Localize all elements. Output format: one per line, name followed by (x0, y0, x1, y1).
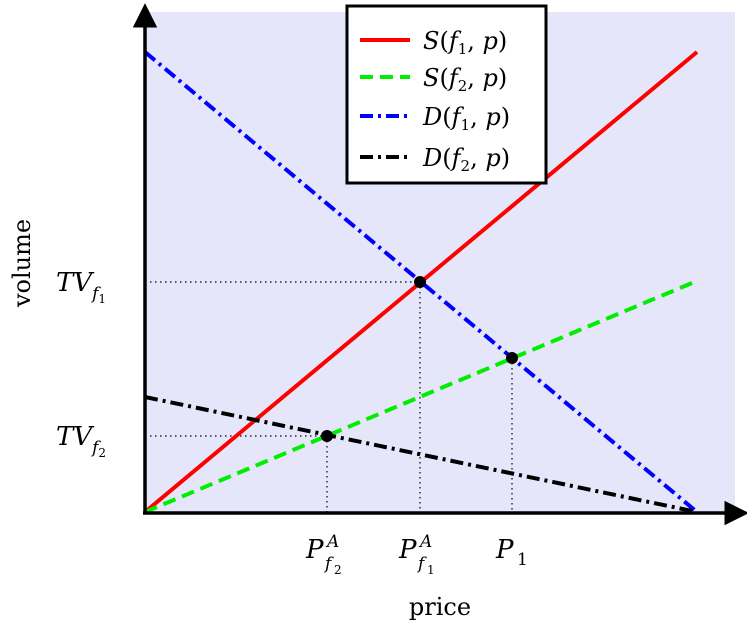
svg-text:1: 1 (427, 563, 435, 577)
x-tick-p1: P 1 (495, 535, 528, 570)
point-pf1-tvf1 (414, 276, 426, 288)
y-tick-tvf1: TVf1 (56, 268, 106, 306)
demand-f2-line (144, 395, 698, 514)
svg-text:P: P (305, 535, 324, 565)
point-pf2-tvf2 (321, 430, 333, 442)
svg-text:1: 1 (517, 550, 528, 570)
point-p1 (506, 352, 518, 364)
x-tick-pf2: P A f 2 (305, 532, 342, 577)
legend-box (345, 4, 548, 185)
legend-label-d2: D(f2, p) (422, 144, 510, 175)
svg-text:A: A (325, 532, 339, 552)
svg-text:2: 2 (334, 563, 342, 577)
legend-entry-d1: D(f1, p) (360, 103, 510, 134)
y-tick-tvf2: TVf2 (56, 422, 106, 460)
demand-f1-line (143, 50, 699, 514)
svg-text:f: f (323, 554, 334, 574)
svg-text:P: P (398, 535, 417, 565)
svg-text:f: f (416, 554, 427, 574)
x-tick-pf1: P A f 1 (398, 532, 435, 577)
svg-text:P: P (495, 535, 514, 565)
legend-entry-d2: D(f2, p) (360, 144, 510, 175)
legend: S(f1, p) S(f2, p) D(f1, p) D(f2, p) (345, 4, 548, 185)
legend-label-d1: D(f1, p) (422, 103, 510, 134)
svg-text:A: A (418, 532, 432, 552)
intersection-points (321, 276, 518, 442)
x-axis-label: price (409, 593, 471, 621)
y-axis-label: volume (8, 219, 36, 308)
